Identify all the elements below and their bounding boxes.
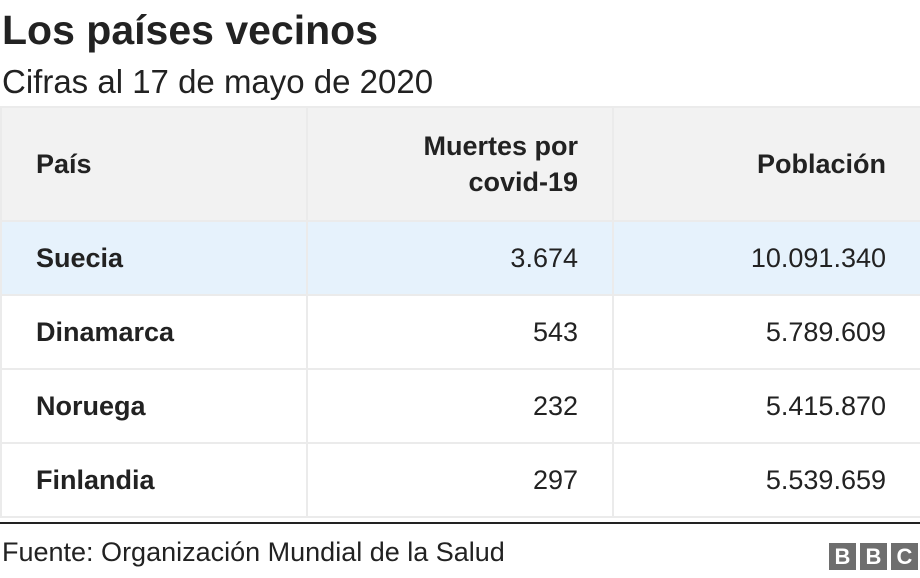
country-cell: Suecia	[0, 220, 308, 296]
country-cell: Dinamarca	[0, 294, 308, 370]
table-row: Suecia 3.674 10.091.340	[0, 220, 920, 296]
country-cell: Finlandia	[0, 442, 308, 518]
bbc-logo-letter: C	[891, 543, 918, 570]
chart-title: Los países vecinos	[2, 7, 379, 53]
population-cell: 5.789.609	[612, 294, 920, 370]
footer-divider	[0, 522, 920, 524]
bbc-logo: B B C	[829, 543, 918, 570]
deaths-cell: 543	[306, 294, 614, 370]
column-header-population: Población	[612, 106, 920, 222]
data-table: País Muertes por covid-19 Población Suec…	[0, 106, 920, 518]
table-header-row: País Muertes por covid-19 Población	[0, 106, 920, 222]
population-cell: 5.415.870	[612, 368, 920, 444]
bbc-logo-letter: B	[829, 543, 856, 570]
country-cell: Noruega	[0, 368, 308, 444]
column-header-country: País	[0, 106, 308, 222]
bbc-logo-letter: B	[860, 543, 887, 570]
deaths-cell: 297	[306, 442, 614, 518]
table-row: Finlandia 297 5.539.659	[0, 442, 920, 518]
deaths-cell: 3.674	[306, 220, 614, 296]
chart-subtitle: Cifras al 17 de mayo de 2020	[2, 63, 434, 100]
table-row: Noruega 232 5.415.870	[0, 368, 920, 444]
population-cell: 5.539.659	[612, 442, 920, 518]
population-cell: 10.091.340	[612, 220, 920, 296]
column-header-deaths: Muertes por covid-19	[306, 106, 614, 222]
deaths-cell: 232	[306, 368, 614, 444]
source-note: Fuente: Organización Mundial de la Salud	[2, 537, 505, 567]
table-row: Dinamarca 543 5.789.609	[0, 294, 920, 370]
